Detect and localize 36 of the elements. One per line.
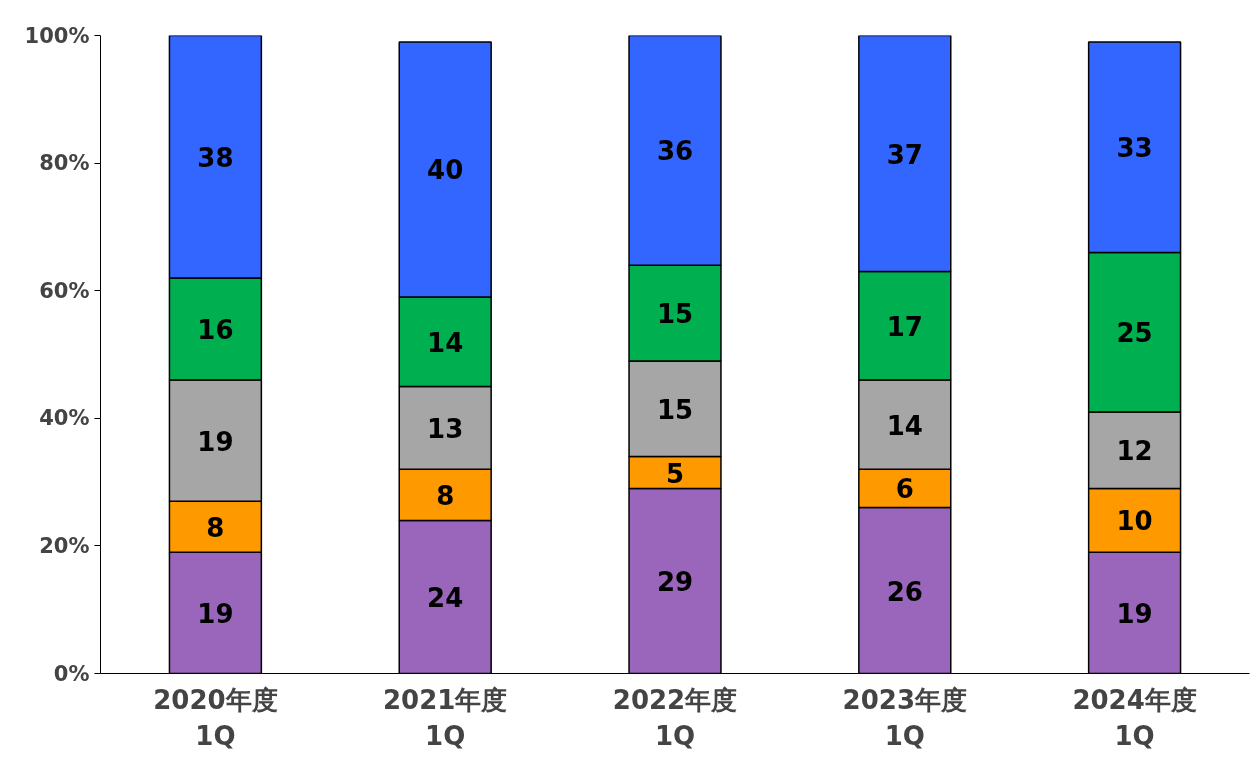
data-label: 5	[665, 458, 685, 489]
data-label: 10	[1116, 506, 1153, 537]
data-label: 6	[895, 474, 914, 505]
x-tick-label: 2023年度 1Q	[842, 684, 967, 751]
y-tick-label: 0%	[53, 661, 90, 686]
y-tick-label: 60%	[39, 278, 90, 303]
x-tick-label: 2024年度 1Q	[1072, 684, 1197, 751]
y-tick-label: 100%	[24, 23, 90, 48]
data-label: 12	[1116, 436, 1153, 467]
data-label: 26	[886, 576, 923, 607]
data-label: 33	[1116, 133, 1153, 164]
data-label: 29	[656, 566, 694, 597]
data-label: 17	[886, 311, 923, 342]
data-label: 40	[427, 155, 464, 186]
data-label: 13	[427, 413, 464, 444]
data-label: 16	[197, 314, 234, 345]
y-tick-label: 20%	[39, 533, 90, 558]
data-label: 8	[436, 480, 455, 511]
data-label: 15	[656, 394, 694, 425]
data-label: 25	[1116, 318, 1153, 349]
data-label: 19	[197, 598, 234, 629]
x-tick-label: 2020年度 1Q	[153, 684, 278, 751]
data-label: 37	[886, 139, 923, 170]
data-label: 19	[1116, 598, 1153, 629]
y-tick-label: 40%	[39, 406, 90, 431]
data-label: 14	[886, 410, 923, 441]
data-label: 14	[427, 327, 464, 358]
x-tick-label: 2022年度 1Q	[612, 684, 738, 751]
data-label: 38	[197, 142, 234, 173]
data-label: 19	[197, 426, 234, 457]
x-tick-label: 2021年度 1Q	[383, 684, 508, 751]
data-label: 36	[656, 136, 694, 167]
data-label: 15	[656, 299, 694, 330]
data-label: 24	[427, 582, 464, 613]
y-tick-label: 80%	[39, 151, 90, 176]
data-label: 8	[206, 512, 225, 543]
